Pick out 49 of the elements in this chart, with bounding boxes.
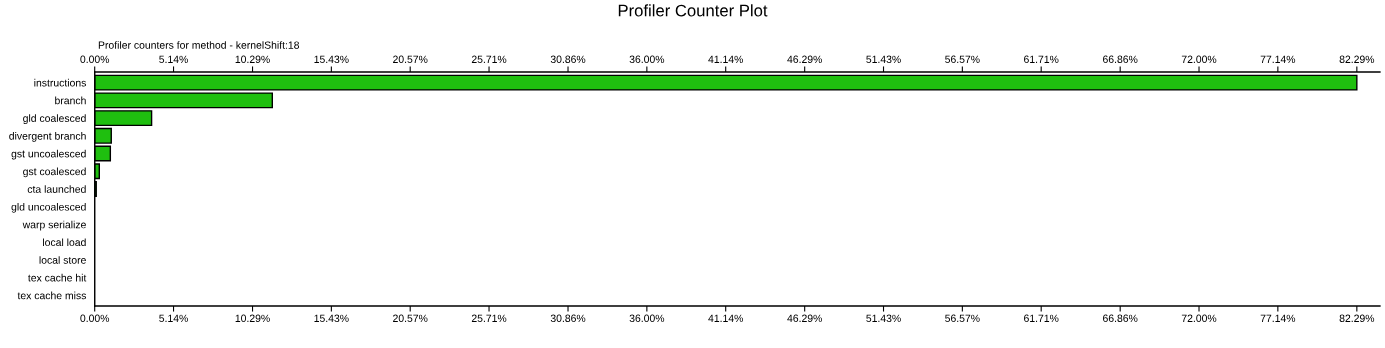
x-tick-label: 36.00%	[629, 314, 665, 322]
chart-subtitle: Profiler counters for method - kernelShift:18	[98, 41, 300, 49]
x-tick-label: 25.71%	[471, 314, 507, 322]
x-tick-label: 51.43%	[866, 314, 901, 322]
x-tick-label: 72.00%	[1181, 314, 1217, 322]
x-tick-label: 0.00%	[80, 314, 110, 322]
x2-tick-label: 46.29%	[787, 55, 822, 63]
x2-tick-label: 15.43%	[314, 55, 349, 63]
x2-tick-label: 72.00%	[1181, 55, 1217, 63]
x-tick-label: 77.14%	[1260, 314, 1296, 322]
x-tick-label: 10.29%	[235, 314, 270, 322]
y-tick-label: warp serialize	[22, 220, 86, 231]
chart-title: Profiler Counter Plot	[618, 4, 768, 17]
x2-tick-label: 20.57%	[393, 55, 428, 63]
x-tick-label: 61.71%	[1024, 314, 1059, 322]
x2-tick-label: 30.86%	[550, 55, 586, 63]
y-tick-label: gst uncoalesced	[11, 149, 86, 160]
x2-tick-label: 77.14%	[1260, 55, 1296, 63]
y-tick-label: local load	[43, 238, 86, 247]
x-tick-label: 20.57%	[393, 314, 428, 322]
x2-tick-label: 5.14%	[159, 55, 188, 63]
y-tick-label: local store	[39, 256, 86, 264]
x2-tick-label: 82.29%	[1339, 55, 1375, 63]
x2-tick-label: 61.71%	[1024, 55, 1059, 63]
y-tick-label: tex cache hit	[28, 273, 87, 282]
x-tick-label: 5.14%	[159, 314, 188, 322]
y-tick-label: instructions	[34, 78, 86, 87]
y-tick-label: gst coalesced	[23, 167, 86, 178]
x2-tick-label: 51.43%	[866, 55, 901, 63]
x2-tick-label: 0.00%	[80, 55, 110, 63]
x-tick-label: 82.29%	[1339, 314, 1375, 322]
x-tick-label: 46.29%	[787, 314, 822, 322]
y-tick-label: cta launched	[27, 185, 86, 193]
x-tick-label: 30.86%	[550, 314, 586, 322]
y-tick-label: gld uncoalesced	[11, 202, 86, 213]
y-tick-label: branch	[55, 96, 86, 105]
x2-tick-label: 36.00%	[629, 55, 665, 63]
x2-tick-label: 56.57%	[945, 55, 980, 63]
x-tick-label: 66.86%	[1103, 314, 1138, 322]
x2-tick-label: 41.14%	[708, 55, 743, 63]
x2-tick-label: 66.86%	[1103, 55, 1138, 63]
x-tick-label: 15.43%	[314, 314, 349, 322]
x-tick-label: 56.57%	[945, 314, 980, 322]
y-tick-label: tex cache miss	[17, 291, 86, 300]
y-tick-label: gld coalesced	[23, 114, 86, 125]
x2-tick-label: 10.29%	[235, 55, 270, 63]
x-tick-label: 41.14%	[708, 314, 743, 322]
y-tick-label: divergent branch	[9, 132, 86, 142]
x2-tick-label: 25.71%	[471, 55, 507, 63]
